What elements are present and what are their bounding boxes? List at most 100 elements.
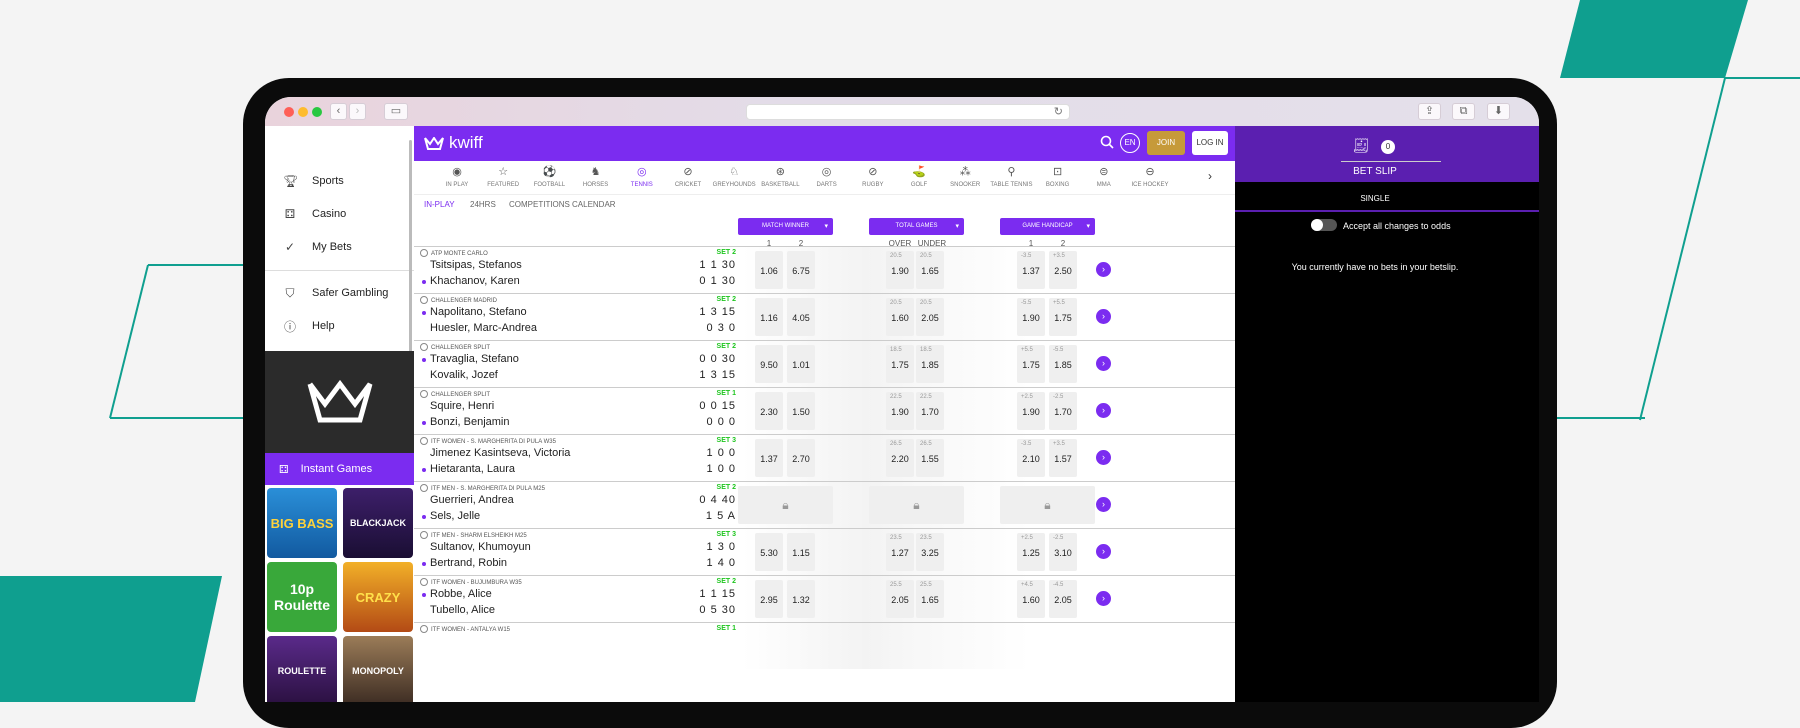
match-details-button[interactable]: ›: [1096, 450, 1111, 465]
odds-button[interactable]: 1.50: [787, 392, 815, 430]
match-row[interactable]: ITF WOMEN - BUJUMBURA W35 SET 2 Robbe, Ali…: [414, 575, 1235, 622]
game-tile-crazy-time[interactable]: CRAZY: [343, 562, 413, 632]
odds-button[interactable]: 25.5 1.65: [916, 580, 944, 618]
match-row[interactable]: ITF WOMEN - ANTALYA W15 SET 1: [414, 622, 1235, 669]
odds-button[interactable]: 5.30: [755, 533, 783, 571]
odds-button[interactable]: 22.5 1.90: [886, 392, 914, 430]
maximize-window-dot[interactable]: [312, 107, 322, 117]
tab-calendar[interactable]: CALENDAR: [572, 200, 616, 209]
odds-button[interactable]: 1.16: [755, 298, 783, 336]
sport-tab-greyhounds[interactable]: ♘ GREYHOUNDS: [710, 165, 758, 188]
tabs-icon[interactable]: ⧉: [1452, 103, 1475, 120]
sport-tab-mma[interactable]: ⊜ MMA: [1080, 165, 1128, 188]
game-tile-big-bass[interactable]: BIG BASS: [267, 488, 337, 558]
odds-button[interactable]: -5.5 1.90: [1017, 298, 1045, 336]
odds-button[interactable]: -3.5 1.37: [1017, 251, 1045, 289]
odds-button[interactable]: 20.5 1.65: [916, 251, 944, 289]
odds-button[interactable]: 26.5 1.55: [916, 439, 944, 477]
game-tile-roulette[interactable]: ROULETTE: [267, 636, 337, 702]
language-selector[interactable]: EN: [1120, 133, 1140, 153]
odds-button[interactable]: -3.5 2.10: [1017, 439, 1045, 477]
tab-competitions[interactable]: COMPETITIONS: [509, 200, 570, 209]
odds-button[interactable]: +5.5 1.75: [1017, 345, 1045, 383]
market-selector-total-games[interactable]: TOTAL GAMES ▾: [869, 218, 964, 235]
odds-button[interactable]: 18.5 1.85: [916, 345, 944, 383]
search-icon[interactable]: [1100, 135, 1114, 154]
odds-button[interactable]: 26.5 2.20: [886, 439, 914, 477]
sidebar-item-help[interactable]: ⓘ Help: [283, 316, 335, 336]
odds-button[interactable]: +2.5 1.25: [1017, 533, 1045, 571]
odds-button[interactable]: -2.5 1.70: [1049, 392, 1077, 430]
sport-tab-rugby[interactable]: ⊘ RUGBY: [849, 165, 897, 188]
share-icon[interactable]: ⇪: [1418, 103, 1441, 120]
sidebar-item-casino[interactable]: ⚃ Casino: [283, 204, 346, 224]
odds-button[interactable]: 20.5 1.60: [886, 298, 914, 336]
address-bar[interactable]: ↻: [746, 104, 1070, 120]
sidebar-toggle-icon[interactable]: ▭: [384, 103, 408, 120]
casino-promo-banner[interactable]: [265, 351, 414, 453]
reload-icon[interactable]: ↻: [1053, 106, 1063, 118]
chevron-right-icon[interactable]: ›: [1208, 169, 1212, 183]
sport-tab-darts[interactable]: ◎ DARTS: [803, 165, 851, 188]
tab-single[interactable]: SINGLE: [1360, 194, 1390, 203]
odds-button[interactable]: 18.5 1.75: [886, 345, 914, 383]
login-button[interactable]: LOG IN: [1192, 131, 1228, 155]
game-tile-monopoly[interactable]: MONOPOLY: [343, 636, 413, 702]
odds-button[interactable]: +5.5 1.75: [1049, 298, 1077, 336]
odds-button[interactable]: 1.15: [787, 533, 815, 571]
market-selector-match-winner[interactable]: MATCH WINNER ▾: [738, 218, 833, 235]
odds-button[interactable]: +3.5 1.57: [1049, 439, 1077, 477]
match-row[interactable]: CHALLENGER SPLIT SET 2 Travaglia, Stefano K…: [414, 340, 1235, 387]
tab-24hrs[interactable]: 24HRS: [470, 200, 496, 209]
odds-button[interactable]: 2.95: [755, 580, 783, 618]
sport-tab-cricket[interactable]: ⊘ CRICKET: [664, 165, 712, 188]
match-details-button[interactable]: ›: [1096, 262, 1111, 277]
game-tile-blackjack[interactable]: BLACKJACK: [343, 488, 413, 558]
instant-games-button[interactable]: ⚃ Instant Games: [265, 453, 414, 485]
sidebar-scrollbar[interactable]: [409, 140, 412, 485]
odds-button[interactable]: 20.5 1.90: [886, 251, 914, 289]
odds-button[interactable]: 6.75: [787, 251, 815, 289]
odds-button[interactable]: 23.5 3.25: [916, 533, 944, 571]
match-details-button[interactable]: ›: [1096, 544, 1111, 559]
game-tile-roulette-10p[interactable]: 10p Roulette: [267, 562, 337, 632]
odds-button[interactable]: -2.5 3.10: [1049, 533, 1077, 571]
accept-odds-toggle[interactable]: [1311, 219, 1337, 231]
match-details-button[interactable]: ›: [1096, 497, 1111, 512]
join-button[interactable]: JOIN: [1147, 131, 1185, 155]
tab-in-play[interactable]: IN-PLAY: [424, 200, 455, 209]
sport-tab-in-play[interactable]: ◉ IN PLAY: [433, 165, 481, 188]
odds-button[interactable]: 1.06: [755, 251, 783, 289]
match-row[interactable]: ITF MEN - S. MARGHERITA DI PULA M25 SET 2…: [414, 481, 1235, 528]
kwiff-logo[interactable]: kwiff: [424, 133, 483, 153]
match-details-button[interactable]: ›: [1096, 356, 1111, 371]
odds-button[interactable]: 2.70: [787, 439, 815, 477]
forward-button[interactable]: ›: [349, 103, 366, 120]
sport-tab-boxing[interactable]: ⊡ BOXING: [1034, 165, 1082, 188]
match-details-button[interactable]: ›: [1096, 591, 1111, 606]
odds-button[interactable]: 1.37: [755, 439, 783, 477]
sidebar-item-my-bets[interactable]: ✓ My Bets: [283, 237, 352, 257]
minimize-window-dot[interactable]: [298, 107, 308, 117]
odds-button[interactable]: +4.5 1.60: [1017, 580, 1045, 618]
odds-button[interactable]: -4.5 2.05: [1049, 580, 1077, 618]
sport-tab-football[interactable]: ⚽ FOOTBALL: [525, 165, 573, 188]
odds-button[interactable]: 1.01: [787, 345, 815, 383]
odds-button[interactable]: 22.5 1.70: [916, 392, 944, 430]
sport-tab-ice-hockey[interactable]: ⊖ ICE HOCKEY: [1126, 165, 1174, 188]
sidebar-item-safer-gambling[interactable]: ⛉ Safer Gambling: [283, 283, 388, 303]
odds-button[interactable]: 2.30: [755, 392, 783, 430]
odds-button[interactable]: +3.5 2.50: [1049, 251, 1077, 289]
sport-tab-featured[interactable]: ☆ FEATURED: [479, 165, 527, 188]
odds-button[interactable]: 4.05: [787, 298, 815, 336]
match-row[interactable]: ITF MEN - SHARM ELSHEIKH M25 SET 3 Sultano…: [414, 528, 1235, 575]
sport-tab-table-tennis[interactable]: ⚲ TABLE TENNIS: [987, 165, 1035, 188]
match-row[interactable]: ITF WOMEN - S. MARGHERITA DI PULA W35 SET…: [414, 434, 1235, 481]
odds-button[interactable]: 20.5 2.05: [916, 298, 944, 336]
sport-tab-horses[interactable]: ♞ HORSES: [572, 165, 620, 188]
match-details-button[interactable]: ›: [1096, 403, 1111, 418]
match-row[interactable]: ATP MONTE CARLO SET 2 Tsitsipas, Stefanos K…: [414, 246, 1235, 293]
odds-button[interactable]: 9.50: [755, 345, 783, 383]
sport-tab-golf[interactable]: ⛳ GOLF: [895, 165, 943, 188]
sport-tab-snooker[interactable]: ⁂ SNOOKER: [941, 165, 989, 188]
